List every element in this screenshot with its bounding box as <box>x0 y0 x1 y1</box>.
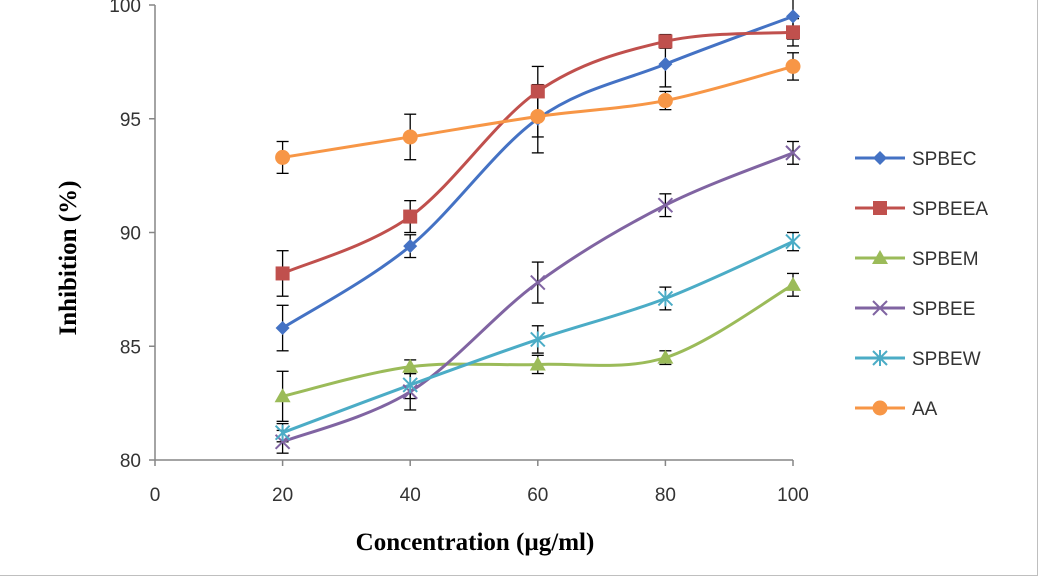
x-tick-label: 20 <box>272 485 293 506</box>
markers <box>274 9 801 450</box>
data-point-spbee <box>657 197 674 213</box>
data-point-spbeea <box>786 25 800 40</box>
legend-label-aa: AA <box>912 399 938 420</box>
legend-marker-spbew <box>872 350 888 366</box>
legend-label-spbee: SPBEE <box>912 299 975 320</box>
legend-marker-spbem <box>872 250 888 264</box>
legend-item-spbeea: SPBEEA <box>855 199 988 220</box>
data-point-spbeea <box>403 209 418 224</box>
x-tick-label: 60 <box>527 485 548 506</box>
data-point-spbem <box>785 276 801 291</box>
y-tick-label: 100 <box>109 0 141 17</box>
x-tick-label: 100 <box>777 485 809 506</box>
data-point-spbew <box>785 233 801 250</box>
data-point-aa <box>785 58 801 74</box>
x-tick-label: 40 <box>400 485 421 506</box>
legend-marker-aa <box>872 400 888 416</box>
data-point-spbew <box>402 376 418 393</box>
data-point-spbec <box>275 321 290 336</box>
legend-marker-spbee <box>872 300 888 316</box>
error-bars <box>276 0 799 454</box>
data-point-spbem <box>529 356 546 371</box>
data-point-spbew <box>657 290 674 307</box>
legend-item-spbem: SPBEM <box>855 249 979 270</box>
data-point-spbee <box>530 274 546 291</box>
legend-label-spbec: SPBEC <box>912 149 976 170</box>
legend-item-spbee: SPBEE <box>855 299 975 320</box>
x-axis-title: Concentration (µg/ml) <box>356 529 595 556</box>
ticks: 80 85 90 95 100 0 20 40 60 80 100 <box>109 0 809 506</box>
data-point-spbec <box>658 57 673 72</box>
data-point-spbem <box>657 349 674 364</box>
data-point-aa <box>657 93 673 109</box>
legend-item-aa: AA <box>855 399 938 420</box>
axes <box>154 5 793 461</box>
y-tick-label: 95 <box>120 110 141 131</box>
data-point-aa <box>275 149 291 165</box>
legend-label-spbew: SPBEW <box>912 349 981 370</box>
data-point-aa <box>530 108 546 124</box>
y-axis-title: Inhibition (%) <box>55 181 82 336</box>
data-point-spbeea <box>275 266 290 281</box>
data-point-spbec <box>403 239 418 254</box>
data-point-spbew <box>530 331 546 348</box>
legend-label-spbeea: SPBEEA <box>912 199 988 220</box>
legend-label-spbem: SPBEM <box>912 249 979 270</box>
data-point-aa <box>402 129 418 145</box>
x-tick-label: 0 <box>150 485 161 506</box>
data-point-spbem <box>274 388 291 403</box>
data-point-spbew <box>274 424 291 441</box>
legend: SPBEC SPBEEA SPBEM SPBEE SPBEW AA <box>855 149 988 420</box>
y-tick-label: 80 <box>120 451 141 472</box>
legend-item-spbec: SPBEC <box>855 149 976 170</box>
data-point-spbeea <box>530 84 545 99</box>
legend-marker-spbec <box>873 151 887 165</box>
data-point-spbee <box>785 145 801 161</box>
data-point-spbec <box>786 9 800 24</box>
data-point-spbeea <box>658 34 673 49</box>
legend-item-spbew: SPBEW <box>855 349 981 370</box>
x-tick-label: 80 <box>655 485 676 506</box>
data-point-spbem <box>402 358 419 373</box>
y-tick-label: 90 <box>120 224 141 245</box>
legend-marker-spbeea <box>873 201 887 215</box>
y-tick-label: 85 <box>120 337 141 358</box>
